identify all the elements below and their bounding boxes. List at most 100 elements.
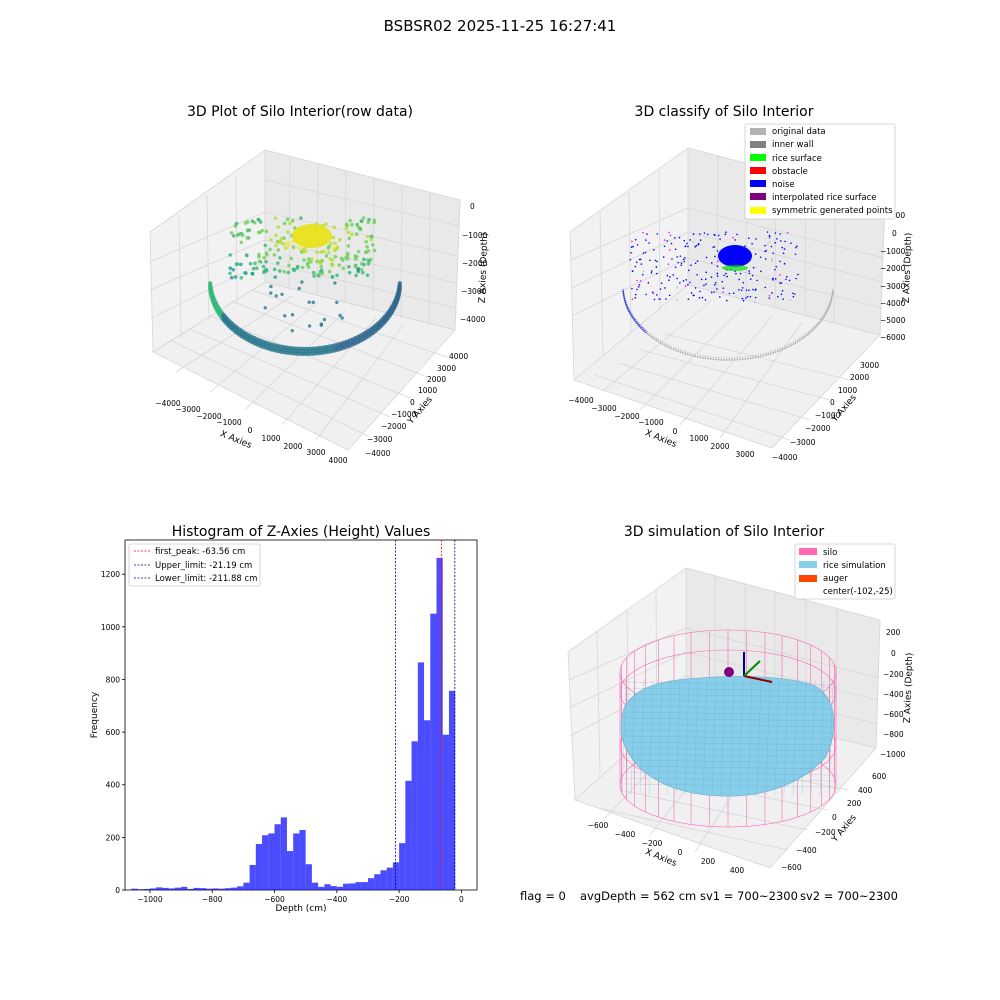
panel-classify-ring [622, 288, 834, 361]
cls-xtick-4: 0 [673, 427, 678, 436]
sim-mesh-line [623, 711, 835, 716]
cls-wall-point [632, 317, 635, 320]
hist-ytick-label-6: 1200 [101, 570, 120, 579]
cls-noise-point [687, 283, 689, 286]
cls-noise-point [687, 298, 690, 301]
cls-wall-point [666, 345, 668, 348]
hist-bar-48 [430, 613, 437, 890]
cls-wall-point [790, 344, 793, 347]
raw-cloud-point [364, 240, 369, 244]
cls-noise-point [655, 266, 658, 268]
cls-wall-point [765, 352, 767, 354]
cls-noise-point [741, 287, 744, 289]
cls-noise-point [693, 294, 695, 297]
cls-noise-point [674, 266, 677, 268]
raw-cloud-point [372, 218, 377, 223]
cls-noise-point [726, 275, 728, 278]
cls-wall-point [825, 312, 827, 315]
cls-noise-point [694, 246, 696, 248]
cls-wall-point [628, 308, 630, 311]
cls-wall-point [684, 352, 687, 355]
raw-cloud-point [334, 247, 339, 251]
cls-noise-point [654, 259, 657, 262]
cls-noise-point [665, 298, 667, 300]
raw-cloud-point [286, 270, 291, 275]
raw-cloud-point [348, 218, 352, 223]
cls-wall-point [704, 355, 707, 358]
raw-cloud-point [229, 275, 234, 280]
sim-mesh-line [720, 679, 726, 796]
raw-cloud-point [233, 275, 238, 279]
cls-wall-point [812, 326, 815, 329]
cls-noise-point [677, 261, 680, 264]
cls-noise-point [784, 240, 786, 243]
cls-noise-point [780, 240, 782, 242]
raw-cloud-point [354, 232, 359, 237]
cls-noise-point [713, 246, 716, 248]
cls-noise-point [690, 264, 692, 266]
cls-noise-point [795, 277, 797, 280]
hist-bar-19 [249, 865, 256, 890]
cls-wall-point [636, 320, 638, 322]
cls-noise-point [684, 256, 686, 259]
cls-wall-point [689, 354, 692, 357]
raw-cloud-point [275, 261, 280, 265]
cls-noise-point [647, 281, 650, 284]
cls-ytick-6: 2000 [850, 373, 869, 382]
cls-noise-point [732, 292, 735, 294]
raw-cloud-point [359, 267, 364, 272]
cls-noise-point [786, 231, 789, 234]
cls-wall-point [736, 358, 739, 361]
cls-wall-point [747, 355, 749, 358]
raw-cloud-point [280, 292, 284, 296]
cls-wall-point [720, 357, 723, 359]
cls-wall-point [824, 314, 826, 316]
cls-noise-point [745, 289, 748, 291]
cls-wall-point [707, 355, 709, 358]
raw-cloud-point [235, 233, 240, 237]
raw-cloud-point [285, 217, 290, 222]
hist-xtick-label-5: 0 [459, 895, 464, 904]
cls-wall-point [682, 352, 684, 354]
cls-ytick-3: −1000 [815, 411, 841, 420]
raw-cloud-point [274, 294, 278, 298]
cls-wall-point [720, 358, 723, 361]
raw-wall-point [310, 346, 316, 351]
cls-noise-point [764, 250, 766, 253]
cls-noise-point [676, 277, 678, 280]
hist-bar-43 [399, 843, 406, 890]
raw-cloud-point [274, 233, 278, 238]
raw-cloud-point [228, 266, 233, 270]
cls-wall-point [638, 325, 641, 328]
cls-noise-point [631, 287, 633, 290]
raw-cloud-point [362, 262, 366, 267]
panel-raw-title: 3D Plot of Silo Interior(row data) [187, 104, 413, 120]
cls-noise-point [774, 278, 777, 280]
cls-wall-point [679, 351, 682, 354]
cls-wall-point [830, 299, 833, 302]
raw-cloud-point [289, 256, 294, 261]
raw-cloud-point [347, 236, 351, 241]
raw-ytick-2: −2000 [381, 422, 407, 431]
raw-cloud-point [333, 281, 337, 285]
raw-cloud-point [350, 222, 354, 227]
raw-cloud-point [340, 316, 344, 320]
cls-noise-point [656, 294, 658, 296]
raw-cloud-point [353, 257, 358, 261]
cls-noise-point [648, 242, 650, 244]
cls-wall-point [769, 352, 772, 355]
cls-legend-swatch-4 [750, 180, 766, 187]
cls-noise-point [687, 269, 690, 272]
hist-bar-5 [162, 887, 169, 890]
cls-noise-point [745, 297, 747, 299]
cls-wall-point [646, 331, 649, 333]
raw-cloud-point [239, 275, 244, 280]
cls-noise-point [767, 244, 769, 246]
cls-noise-point [781, 289, 784, 292]
raw-cloud-point [330, 263, 335, 268]
raw-cloud-point [261, 264, 266, 269]
raw-wall-point [323, 345, 328, 350]
sim-legend: silo rice simulation auger center(-102,-… [794, 543, 896, 600]
cls-noise-point [642, 270, 645, 273]
raw-cloud-point [277, 269, 282, 273]
